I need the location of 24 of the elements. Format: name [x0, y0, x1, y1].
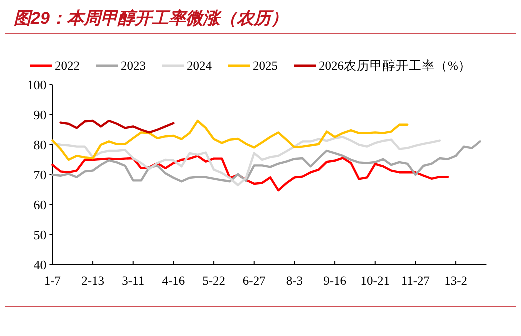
x-tick-label: 10-21 [360, 274, 390, 288]
legend-label: 2024 [187, 59, 213, 73]
chart-title: 图29：本周甲醇开工率微涨（农历） [14, 9, 288, 28]
y-tick-label: 100 [27, 78, 47, 92]
x-tick-label: 8-3 [286, 274, 304, 288]
x-tick-label: 9-16 [324, 274, 347, 288]
legend-label: 2025 [253, 59, 278, 73]
x-tick-label: 6-27 [242, 274, 266, 288]
x-tick-label: 3-11 [122, 274, 145, 288]
legend-label: 2026农历甲醇开工率（%） [319, 58, 472, 73]
y-tick-label: 70 [34, 168, 47, 182]
x-tick-label: 11-27 [401, 274, 430, 288]
y-tick-label: 90 [34, 108, 47, 122]
x-tick-label: 5-22 [202, 274, 226, 288]
x-tick-label: 4-16 [162, 274, 186, 288]
legend-label: 2022 [55, 59, 80, 73]
legend-label: 2023 [121, 59, 146, 73]
y-tick-label: 40 [34, 258, 47, 272]
x-tick-label: 13-2 [444, 274, 468, 288]
y-tick-label: 60 [34, 198, 47, 212]
y-tick-label: 80 [34, 138, 47, 152]
y-tick-label: 50 [34, 228, 47, 242]
x-tick-label: 1-7 [44, 274, 62, 288]
x-tick-label: 2-13 [82, 274, 104, 288]
